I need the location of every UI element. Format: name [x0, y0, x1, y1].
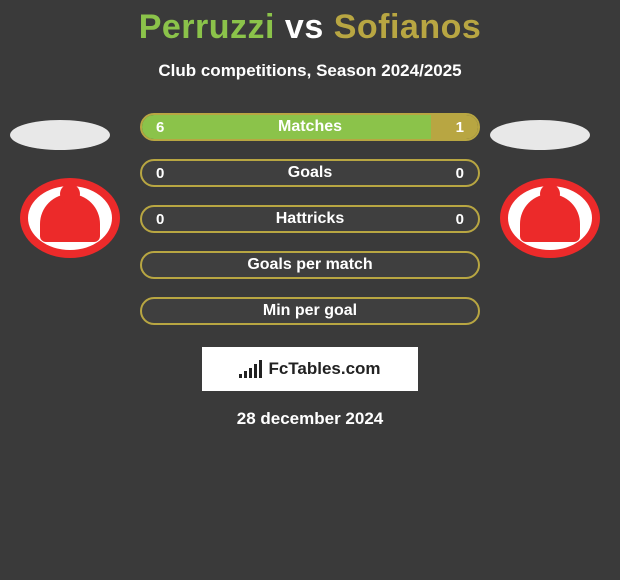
- vs-text: vs: [285, 8, 324, 46]
- brand-text: FcTables.com: [268, 359, 380, 379]
- avatar-placeholder-left: [10, 120, 110, 150]
- club-badge-right: [500, 178, 600, 258]
- stat-label: Goals per match: [142, 256, 478, 274]
- comparison-title: Perruzzi vs Sofianos: [0, 0, 620, 47]
- stat-row: Matches6 1: [140, 113, 480, 141]
- date-text: 28 december 2024: [0, 409, 620, 429]
- subtitle: Club competitions, Season 2024/2025: [0, 61, 620, 81]
- stat-row: Goals0 0: [140, 159, 480, 187]
- stat-row: Min per goal: [140, 297, 480, 325]
- stat-value-right: 1: [456, 119, 464, 136]
- player2-name: Sofianos: [334, 8, 482, 46]
- stat-value-right: 0: [456, 211, 464, 228]
- club-badge-left: [20, 178, 120, 258]
- chart-icon: [239, 360, 262, 378]
- stat-label: Min per goal: [142, 302, 478, 320]
- stat-label: Goals: [142, 164, 478, 182]
- stat-value-left: 6: [156, 119, 164, 136]
- stat-label: Hattricks: [142, 210, 478, 228]
- stat-row: Hattricks0 0: [140, 205, 480, 233]
- stat-value-right: 0: [456, 165, 464, 182]
- stat-label: Matches: [142, 118, 478, 136]
- stat-row: Goals per match: [140, 251, 480, 279]
- player1-name: Perruzzi: [139, 8, 275, 46]
- stat-value-left: 0: [156, 165, 164, 182]
- stat-value-left: 0: [156, 211, 164, 228]
- avatar-placeholder-right: [490, 120, 590, 150]
- brand-box: FcTables.com: [202, 347, 418, 391]
